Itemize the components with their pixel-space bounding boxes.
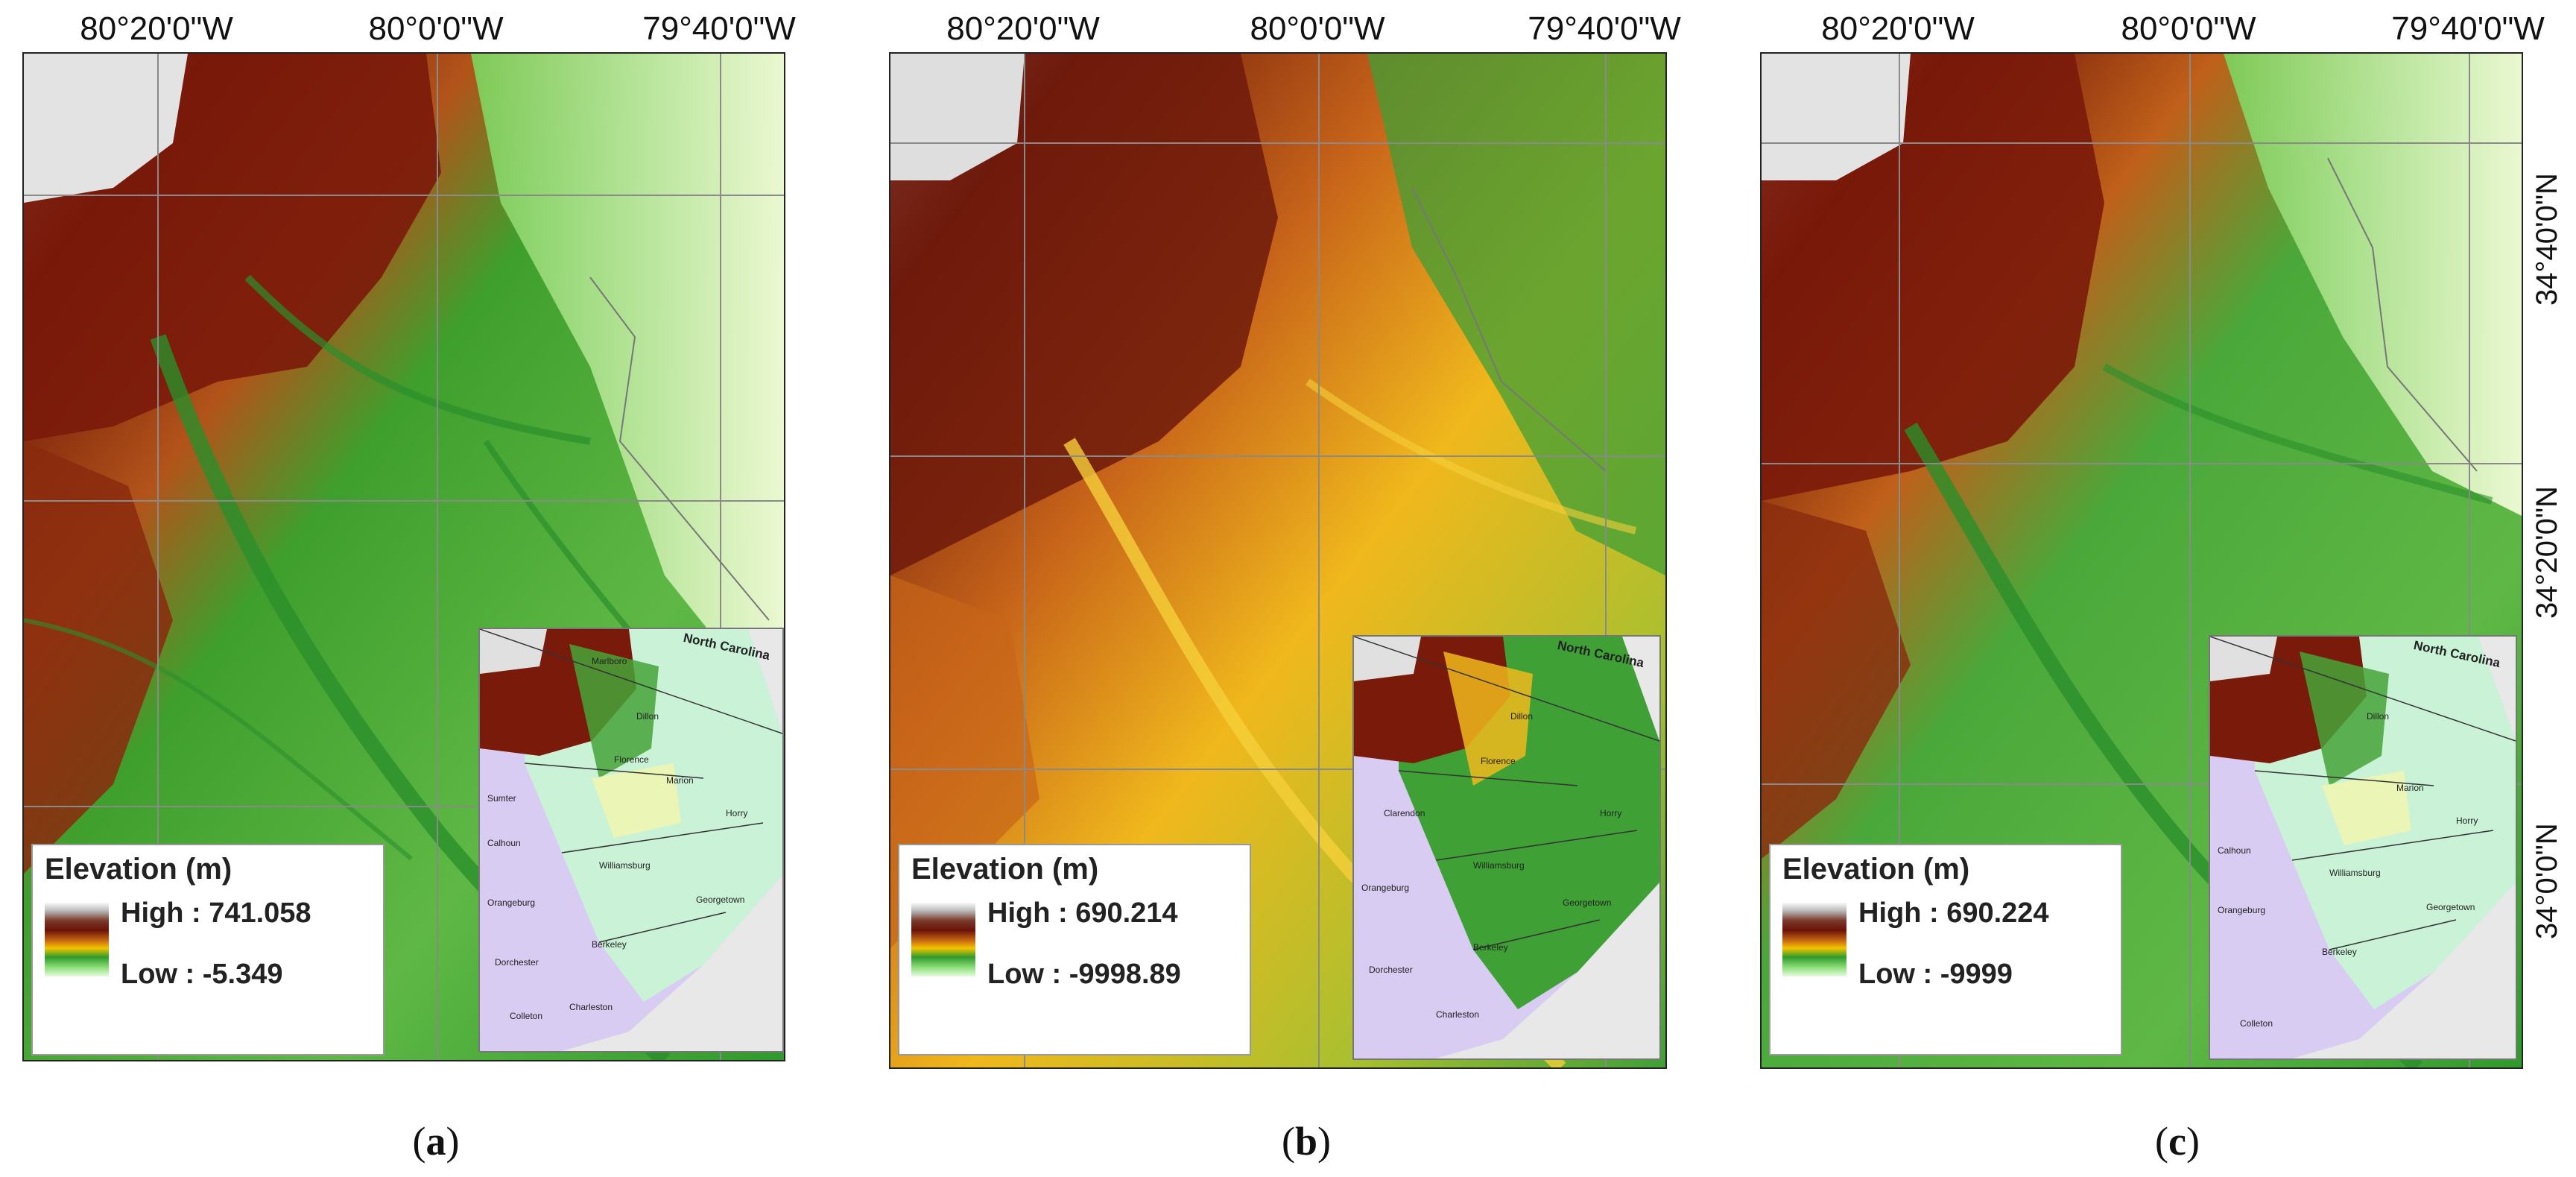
lon-label-80-20: 80°20'0"W [80, 10, 233, 47]
county-label: Georgetown [2426, 902, 2475, 912]
county-label: Dillon [1510, 711, 1534, 722]
lon-label-80-0: 80°0'0"W [368, 10, 504, 47]
county-label: Georgetown [1563, 897, 1612, 908]
county-label: Dillon [636, 711, 659, 722]
elevation-map-a: North Carolina Marlboro Dillon Florence … [22, 52, 785, 1061]
county-label: Charleston [1436, 1009, 1480, 1020]
legend-title: Elevation (m) [45, 853, 232, 886]
lon-label-79-40: 79°40'0"W [1528, 10, 1681, 47]
county-label: Berkeley [2322, 947, 2357, 957]
county-label: Colleton [2240, 1018, 2273, 1029]
lon-label-80-20: 80°20'0"W [1821, 10, 1975, 47]
panel-caption-a: (a) [412, 1119, 460, 1164]
legend-color-ramp [45, 902, 109, 976]
county-label: Marlboro [592, 656, 627, 666]
lon-label-80-0: 80°0'0"W [2121, 10, 2256, 47]
county-label: Marion [666, 775, 694, 786]
county-label: Florence [614, 754, 649, 765]
inset-region-a [480, 629, 782, 1051]
legend-color-ramp [1782, 902, 1846, 976]
elevation-map-b: North Carolina Dillon Florence Horry Cla… [889, 52, 1667, 1069]
county-label: Horry [1600, 808, 1622, 818]
inset-map-b: North Carolina Dillon Florence Horry Cla… [1352, 635, 1661, 1060]
county-label: Colleton [510, 1011, 543, 1021]
panel-b: 80°20'0"W 80°0'0"W 79°40'0"W [889, 0, 1709, 1177]
county-label: Orangeburg [2218, 905, 2266, 915]
county-label: Florence [1481, 756, 1516, 766]
county-label: Marion [2396, 783, 2424, 793]
panel-caption-b: (b) [1281, 1119, 1332, 1164]
county-label: Williamsburg [2329, 868, 2381, 878]
county-label: Horry [2456, 815, 2478, 826]
panel-c: 80°20'0"W 80°0'0"W 79°40'0"W [1760, 0, 2576, 1177]
legend-a: Elevation (m) High : 741.058 Low : -5.34… [31, 844, 384, 1055]
legend-low-label: Low : -9999 [1858, 959, 2013, 990]
county-label: Williamsburg [599, 860, 651, 871]
legend-low-label: Low : -5.349 [121, 959, 283, 990]
county-label: Orangeburg [1361, 883, 1410, 893]
legend-high-label: High : 690.224 [1858, 897, 2049, 929]
county-label: Calhoun [2218, 845, 2251, 856]
county-label: Clarendon [1384, 808, 1425, 818]
county-label: Sumter [487, 793, 516, 804]
elevation-map-c: North Carolina Dillon Marion Horry Calho… [1760, 52, 2523, 1069]
inset-region-b [1354, 637, 1659, 1058]
lon-label-79-40: 79°40'0"W [2391, 10, 2545, 47]
inset-map-a: North Carolina Marlboro Dillon Florence … [478, 628, 784, 1053]
county-label: Dillon [2367, 711, 2390, 722]
county-label: Dorchester [1369, 965, 1413, 975]
legend-c: Elevation (m) High : 690.224 Low : -9999 [1769, 844, 2122, 1055]
lat-label-34-0: 34°0'0"N [2531, 823, 2563, 939]
legend-title: Elevation (m) [1782, 853, 1970, 886]
lon-label-80-0: 80°0'0"W [1250, 10, 1385, 47]
panel-a: 80°20'0"W 80°0'0"W 79°40'0"W [22, 0, 842, 1177]
county-label: Williamsburg [1473, 860, 1525, 871]
county-label: Calhoun [487, 838, 521, 848]
panel-caption-c: (c) [2155, 1119, 2200, 1164]
county-label: Dorchester [495, 957, 539, 968]
legend-high-label: High : 741.058 [121, 897, 311, 929]
legend-low-label: Low : -9998.89 [987, 959, 1181, 990]
county-label: Berkeley [1473, 942, 1508, 953]
inset-region-c [2210, 637, 2516, 1058]
lon-label-79-40: 79°40'0"W [642, 10, 796, 47]
lon-label-80-20: 80°20'0"W [946, 10, 1100, 47]
legend-high-label: High : 690.214 [987, 897, 1178, 929]
lat-label-34-40: 34°40'0"N [2531, 173, 2563, 306]
lat-label-34-20: 34°20'0"N [2531, 486, 2563, 619]
legend-color-ramp [911, 902, 975, 976]
inset-map-c: North Carolina Dillon Marion Horry Calho… [2209, 635, 2517, 1060]
legend-b: Elevation (m) High : 690.214 Low : -9998… [898, 844, 1251, 1055]
county-label: Georgetown [696, 894, 745, 905]
county-label: Charleston [569, 1002, 613, 1012]
county-label: Horry [726, 808, 748, 818]
county-label: Berkeley [592, 939, 627, 950]
county-label: Orangeburg [487, 897, 536, 908]
legend-title: Elevation (m) [911, 853, 1099, 886]
